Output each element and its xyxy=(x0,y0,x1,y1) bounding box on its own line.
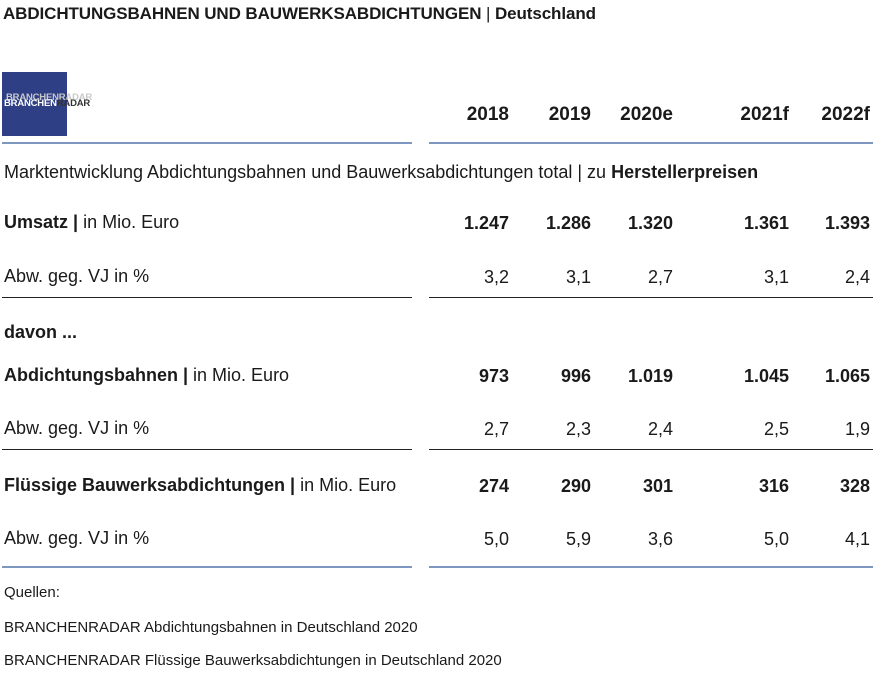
bahnen-2019: 996 xyxy=(560,366,591,386)
divider-right-2 xyxy=(429,449,873,450)
row-label-fluessig-bold: Flüssige Bauwerksabdichtungen | xyxy=(4,475,296,495)
row-label-umsatz-bold: Umsatz | xyxy=(4,212,79,232)
umsatz-2018: 1.247 xyxy=(463,213,509,233)
section-heading-bold: Herstellerpreisen xyxy=(611,162,759,182)
fluessig-2018: 274 xyxy=(478,476,509,496)
row-label-fluessig-abw: Abw. geg. VJ in % xyxy=(4,528,150,548)
row-label-fluessig: Flüssige Bauwerksabdichtungen | in Mio. … xyxy=(4,475,396,496)
row-label-fluessig-unit: in Mio. Euro xyxy=(295,475,397,495)
fluessig-abw-2020e: 3,6 xyxy=(647,529,673,549)
section-heading-text: Marktentwicklung Abdichtungsbahnen und B… xyxy=(4,162,612,182)
umsatz-2022f: 1.393 xyxy=(824,213,870,233)
year-header-2021f: 2021f xyxy=(740,104,789,125)
section-heading: Marktentwicklung Abdichtungsbahnen und B… xyxy=(4,162,758,183)
bahnen-abw-2022f: 1,9 xyxy=(844,419,870,439)
year-header-2019: 2019 xyxy=(548,104,591,125)
page-title: ABDICHTUNGSBAHNEN UND BAUWERKSABDICHTUNG… xyxy=(3,4,596,24)
umsatz-2019: 1.286 xyxy=(545,213,591,233)
branchenradar-logo xyxy=(2,72,67,136)
row-label-bahnen: Abdichtungsbahnen | in Mio. Euro xyxy=(4,365,289,386)
bahnen-abw-2020e: 2,4 xyxy=(647,419,673,439)
fluessig-2019: 290 xyxy=(560,476,591,496)
row-label-umsatz-unit: in Mio. Euro xyxy=(78,212,180,232)
header-rule-right xyxy=(429,142,873,144)
bahnen-2021f: 1.045 xyxy=(743,366,789,386)
bahnen-abw-2018: 2,7 xyxy=(483,419,509,439)
row-label-bahnen-abw: Abw. geg. VJ in % xyxy=(4,418,150,438)
title-main: ABDICHTUNGSBAHNEN UND BAUWERKSABDICHTUNG… xyxy=(3,4,482,23)
umsatz-abw-2020e: 2,7 xyxy=(647,267,673,287)
row-label-bahnen-unit: in Mio. Euro xyxy=(188,365,290,385)
source-item-1: BRANCHENRADAR Abdichtungsbahnen in Deuts… xyxy=(4,619,418,636)
year-header-2020e: 2020e xyxy=(620,104,673,125)
title-separator: | xyxy=(481,4,495,23)
row-label-umsatz-abw: Abw. geg. VJ in % xyxy=(4,266,150,286)
divider-left-1 xyxy=(2,297,412,298)
header-rule-left xyxy=(2,142,412,144)
fluessig-2021f: 316 xyxy=(758,476,789,496)
logo-ghost-text: BRANCHENRADAR xyxy=(6,92,93,103)
logo-text-part2: RADAR xyxy=(56,98,91,109)
bahnen-abw-2021f: 2,5 xyxy=(763,419,789,439)
row-label-bahnen-bold: Abdichtungsbahnen | xyxy=(4,365,189,385)
sources-heading: Quellen: xyxy=(4,584,60,601)
footer-rule-right xyxy=(429,566,873,568)
logo-text: BRANCHENRADAR xyxy=(4,98,90,109)
year-header-2022f: 2022f xyxy=(821,104,870,125)
fluessig-abw-2022f: 4,1 xyxy=(844,529,870,549)
title-region: Deutschland xyxy=(494,4,596,23)
logo-text-part1: BRANCHEN xyxy=(4,98,57,109)
row-label-umsatz: Umsatz | in Mio. Euro xyxy=(4,212,179,233)
umsatz-2020e: 1.320 xyxy=(627,213,673,233)
bahnen-2018: 973 xyxy=(478,366,509,386)
fluessig-abw-2019: 5,9 xyxy=(565,529,591,549)
fluessig-abw-2021f: 5,0 xyxy=(763,529,789,549)
fluessig-abw-2018: 5,0 xyxy=(483,529,509,549)
fluessig-2022f: 328 xyxy=(839,476,870,496)
umsatz-abw-2018: 3,2 xyxy=(483,267,509,287)
footer-rule-left xyxy=(2,566,412,568)
umsatz-abw-2022f: 2,4 xyxy=(844,267,870,287)
row-label-davon: davon ... xyxy=(4,322,78,342)
bahnen-abw-2019: 2,3 xyxy=(565,419,591,439)
umsatz-abw-2019: 3,1 xyxy=(565,267,591,287)
umsatz-2021f: 1.361 xyxy=(743,213,789,233)
fluessig-2020e: 301 xyxy=(642,476,673,496)
bahnen-2020e: 1.019 xyxy=(627,366,673,386)
bahnen-2022f: 1.065 xyxy=(824,366,870,386)
divider-right-1 xyxy=(429,297,873,298)
divider-left-2 xyxy=(2,449,412,450)
year-header-2018: 2018 xyxy=(466,104,509,125)
source-item-2: BRANCHENRADAR Flüssige Bauwerksabdichtun… xyxy=(4,652,502,669)
umsatz-abw-2021f: 3,1 xyxy=(763,267,789,287)
